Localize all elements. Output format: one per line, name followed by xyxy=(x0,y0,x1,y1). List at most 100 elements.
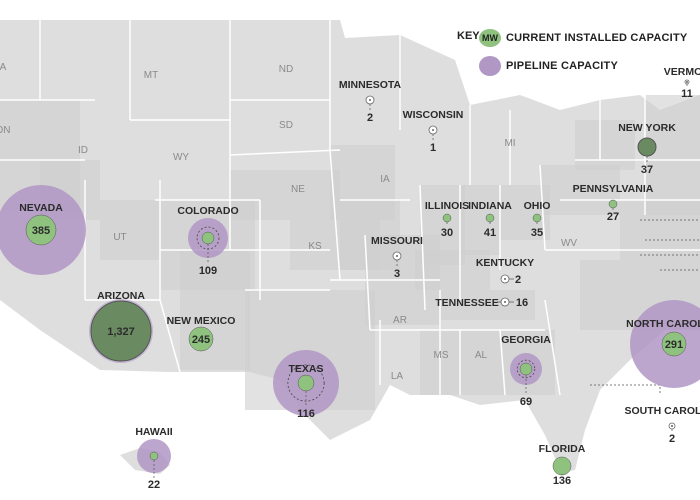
state-abbr-la: LA xyxy=(391,371,404,382)
illinois-value-label: 30 xyxy=(441,227,453,239)
ohio-value-label: 35 xyxy=(531,227,543,239)
minnesota-current-dot xyxy=(369,99,371,101)
arizona-value-label: 1,327 xyxy=(107,326,135,338)
new-mexico-current-circle xyxy=(188,326,214,352)
state-shade-19 xyxy=(230,170,340,220)
georgia-name-label: GEORGIA xyxy=(501,334,551,346)
georgia-value-label: 69 xyxy=(520,396,532,408)
state-shade-6 xyxy=(460,185,500,255)
ohio-current-circle xyxy=(532,213,542,223)
nevada-current-circle xyxy=(25,214,57,246)
state-shade-14 xyxy=(460,330,500,395)
florida-current-circle xyxy=(552,456,572,476)
north-carolina-value-label: 291 xyxy=(665,339,683,351)
key-title: KEY xyxy=(457,30,480,42)
kentucky-value-label: 2 xyxy=(515,274,521,286)
ohio-name-label: OHIO xyxy=(524,200,551,212)
vermont-current-dot xyxy=(686,81,688,83)
key-pipeline-row: PIPELINE CAPACITY xyxy=(479,56,618,76)
pennsylvania-current-circle xyxy=(608,199,618,209)
south-carolina-name-label: SOUTH CAROLINA xyxy=(624,405,700,417)
state-abbr-on: ON xyxy=(0,125,11,136)
state-shade-11 xyxy=(415,250,490,290)
state-border-26 xyxy=(544,299,561,396)
minnesota-name-label: MINNESOTA xyxy=(339,79,402,91)
state-abbr-sd: SD xyxy=(279,120,293,131)
illinois-name-label: ILLINOIS xyxy=(425,200,469,212)
tennessee-name-label: TENNESSEE xyxy=(435,297,499,309)
wisconsin-name-label: WISCONSIN xyxy=(403,109,464,121)
pennsylvania-value-label: 27 xyxy=(607,211,619,223)
land-mass-1 xyxy=(525,395,575,472)
arizona-name-label: ARIZONA xyxy=(97,290,145,302)
state-border-20 xyxy=(539,164,546,251)
wisconsin-value-label: 1 xyxy=(430,142,436,154)
state-abbr-ut: UT xyxy=(113,232,126,243)
pennsylvania-name-label: PENNSYLVANIA xyxy=(573,183,654,195)
georgia-dashed-ring xyxy=(516,359,536,379)
state-abbr-ar: AR xyxy=(393,315,407,326)
state-abbr-wy: WY xyxy=(173,152,189,163)
georgia-current-circle xyxy=(519,362,533,376)
missouri-current-dot xyxy=(396,255,398,257)
north-carolina-current-circle xyxy=(661,331,687,357)
new-mexico-value-label: 245 xyxy=(192,334,210,346)
state-shade-17 xyxy=(100,200,160,260)
hawaii-current-circle xyxy=(149,451,159,461)
hawaii-value-label: 22 xyxy=(148,479,160,491)
texas-name-label: TEXAS xyxy=(288,363,323,375)
nevada-value-label: 385 xyxy=(32,225,50,237)
key-current-swatch: MW xyxy=(479,29,501,47)
kentucky-current-dot xyxy=(504,278,506,280)
indiana-value-label: 41 xyxy=(484,227,496,239)
arizona-current-circle xyxy=(90,300,152,362)
key-current-row: MW CURRENT INSTALLED CAPACITY xyxy=(479,29,687,47)
florida-name-label: FLORIDA xyxy=(539,443,586,455)
state-shade-10 xyxy=(645,95,700,215)
florida-value-label: 136 xyxy=(553,475,571,487)
state-shade-12 xyxy=(440,290,535,320)
indiana-name-label: INDIANA xyxy=(468,200,512,212)
missouri-value-label: 3 xyxy=(394,268,400,280)
kentucky-name-label: KENTUCKY xyxy=(476,257,534,269)
north-carolina-name-label: NORTH CAROLINA xyxy=(626,318,700,330)
new-mexico-name-label: NEW MEXICO xyxy=(167,315,236,327)
south-carolina-value-label: 2 xyxy=(669,433,675,445)
missouri-name-label: MISSOURI xyxy=(371,235,423,247)
state-border-17 xyxy=(419,184,426,311)
tennessee-value-label: 16 xyxy=(516,297,528,309)
state-shade-8 xyxy=(540,165,620,215)
key-pipeline-swatch xyxy=(479,56,501,76)
state-border-32 xyxy=(159,299,181,373)
key-pipeline-label: PIPELINE CAPACITY xyxy=(506,60,618,72)
state-abbr-wv: WV xyxy=(561,238,577,249)
state-abbr-a: A xyxy=(0,62,7,73)
state-border-16 xyxy=(364,234,371,331)
colorado-current-circle xyxy=(201,231,215,245)
state-border-25 xyxy=(499,329,506,396)
state-abbr-nd: ND xyxy=(279,64,293,75)
state-shade-22 xyxy=(180,250,250,370)
state-border-8 xyxy=(229,149,341,156)
state-abbr-mt: MT xyxy=(144,70,158,81)
colorado-value-label: 109 xyxy=(199,265,217,277)
state-abbr-al: AL xyxy=(475,350,488,361)
nevada-name-label: NEVADA xyxy=(19,202,63,214)
state-abbr-ne: NE xyxy=(291,184,305,195)
state-abbr-mi: MI xyxy=(504,138,515,149)
state-abbr-ms: MS xyxy=(434,350,449,361)
texas-dashed-ring xyxy=(287,364,325,402)
new-york-value-label: 37 xyxy=(641,164,653,176)
south-carolina-current-dot xyxy=(671,425,673,427)
tennessee-current-dot xyxy=(504,301,506,303)
illinois-current-circle xyxy=(442,213,452,223)
texas-value-label: 116 xyxy=(297,408,315,420)
state-border-15 xyxy=(329,149,341,281)
texas-current-circle xyxy=(297,374,315,392)
minnesota-value-label: 2 xyxy=(367,112,373,124)
state-abbr-ks: KS xyxy=(308,241,322,252)
vermont-name-label: VERMONT xyxy=(664,66,700,78)
state-shade-9 xyxy=(575,120,635,170)
